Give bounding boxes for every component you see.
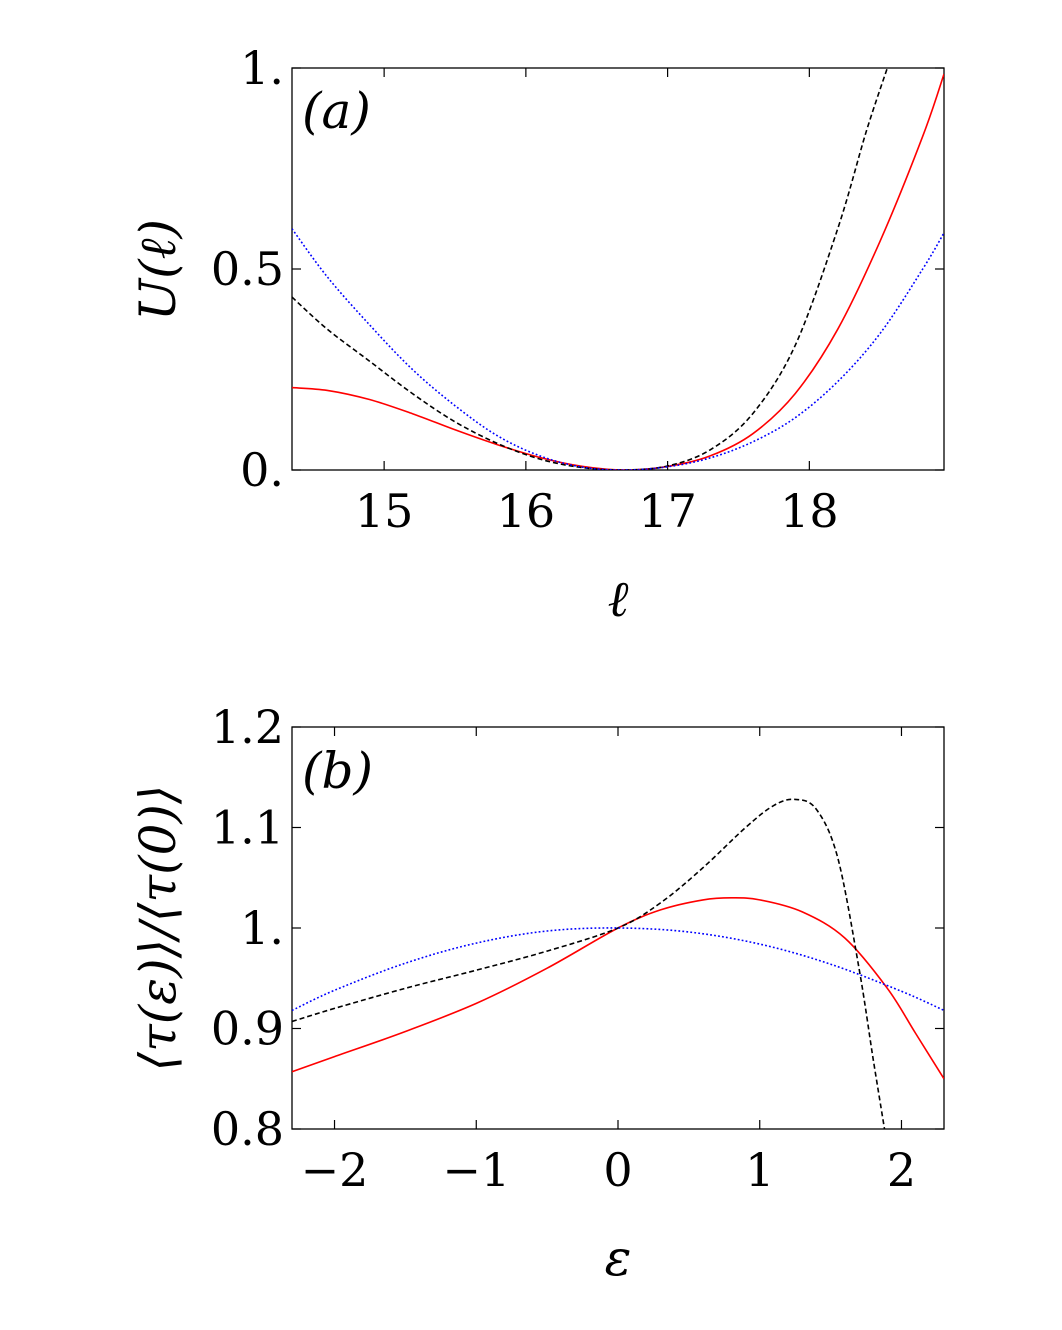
x-tick-label-a: 16: [497, 484, 556, 538]
series-line-dotted-b: [292, 927, 944, 1012]
y-tick-label-b: 0.9: [211, 1002, 284, 1056]
y-tick-label-b: 1.2: [211, 700, 284, 754]
panel-label-a: (a): [302, 82, 371, 140]
ticks-b: −2 −1 0 1 2 0.8 0.9 1. 1.1 1.2: [211, 700, 944, 1197]
series-line-solid-a: [292, 73, 944, 470]
x-tick-label-a: 15: [355, 484, 414, 538]
y-tick-label-b: 1.: [240, 901, 284, 955]
series-line-dashed-a: [292, 68, 889, 470]
ticks-a: 15 16 17 18 0. 0.5 1.: [211, 41, 944, 538]
x-tick-label-b: 1: [745, 1143, 774, 1197]
series-line-dashed-b: [292, 798, 886, 1129]
series-lines-b: [292, 798, 944, 1129]
series-lines-a: [292, 68, 944, 470]
panel-b: −2 −1 0 1 2 0.8 0.9 1. 1.1 1.2 (b) ε ⟨τ(ε)⟩/⟨τ(0)…: [129, 700, 945, 1287]
x-axis-label-a: ℓ: [608, 570, 629, 628]
panel-label-b: (b): [302, 742, 373, 800]
y-tick-label-a: 0.5: [211, 242, 284, 296]
x-axis-label-b: ε: [605, 1229, 632, 1287]
y-axis-label-a: U(ℓ): [129, 219, 187, 321]
y-axis-label-b: ⟨τ(ε)⟩/⟨τ(0)⟩: [129, 785, 187, 1072]
series-line-dotted-a: [292, 228, 944, 470]
y-tick-label-b: 0.8: [211, 1102, 284, 1156]
x-tick-label-b: −2: [301, 1143, 369, 1197]
panel-a: 15 16 17 18 0. 0.5 1. (a) ℓ U(ℓ): [129, 41, 945, 628]
x-tick-label-b: 2: [887, 1143, 916, 1197]
x-tick-label-a: 18: [780, 484, 839, 538]
x-tick-label-b: 0: [603, 1143, 632, 1197]
plot-frame-a: [291, 67, 945, 471]
y-tick-label-b: 1.1: [211, 801, 284, 855]
y-tick-label-a: 0.: [240, 443, 284, 497]
series-line-solid-b: [292, 896, 944, 1080]
y-tick-label-a: 1.: [240, 41, 284, 95]
x-tick-label-a: 17: [638, 484, 697, 538]
x-tick-label-b: −1: [442, 1143, 510, 1197]
